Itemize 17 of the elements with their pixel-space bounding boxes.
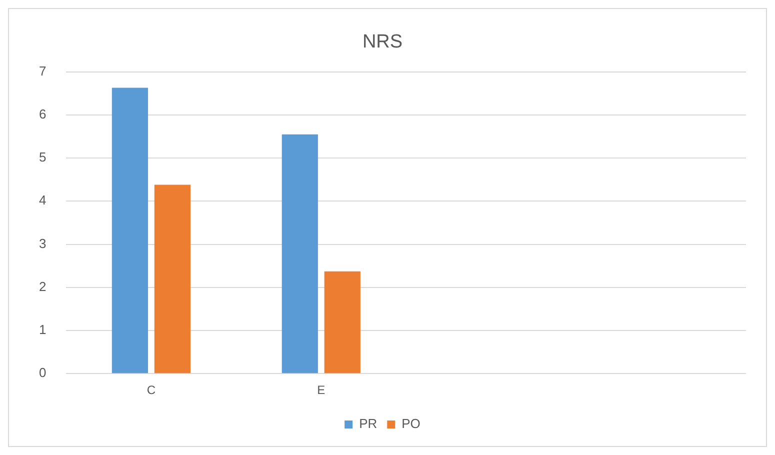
bar	[324, 271, 360, 374]
legend-label: PO	[402, 416, 420, 432]
bar	[112, 88, 148, 374]
legend-label: PR	[359, 416, 378, 432]
y-tick-label: 3	[38, 236, 46, 251]
x-tick-label: E	[317, 383, 326, 398]
chart-title: NRS	[362, 32, 403, 53]
y-tick-label: 6	[38, 106, 46, 122]
bar	[154, 184, 190, 374]
y-tick-label: 0	[38, 365, 46, 380]
y-tick-label: 7	[38, 63, 46, 78]
y-tick-label: 5	[38, 150, 46, 165]
y-tick-label: 4	[38, 192, 46, 208]
bar	[282, 134, 318, 374]
x-tick-label: C	[146, 383, 156, 398]
y-tick-label: 2	[38, 278, 46, 294]
y-tick-label: 1	[38, 322, 46, 338]
